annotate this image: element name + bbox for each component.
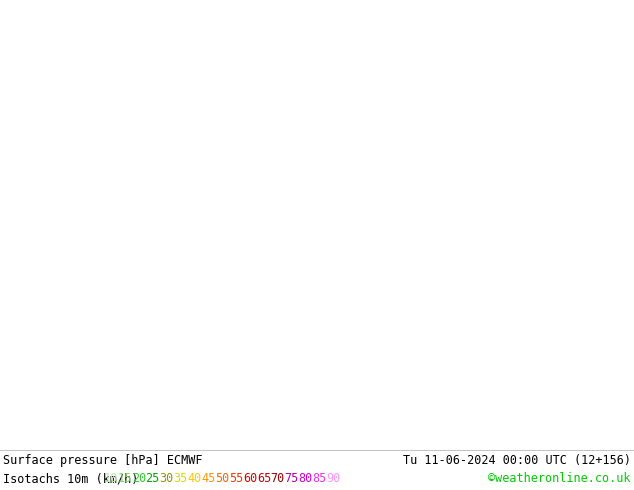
Text: 85: 85 — [313, 472, 327, 486]
Text: 10: 10 — [104, 472, 118, 486]
Text: Isotachs 10m (km/h): Isotachs 10m (km/h) — [3, 472, 138, 486]
Text: 25: 25 — [146, 472, 160, 486]
Text: 60: 60 — [243, 472, 257, 486]
Text: 50: 50 — [215, 472, 230, 486]
Text: 70: 70 — [271, 472, 285, 486]
Text: 75: 75 — [285, 472, 299, 486]
Text: 45: 45 — [201, 472, 216, 486]
Text: 55: 55 — [229, 472, 243, 486]
Text: 65: 65 — [257, 472, 271, 486]
Text: 20: 20 — [132, 472, 146, 486]
Text: Tu 11-06-2024 00:00 UTC (12+156): Tu 11-06-2024 00:00 UTC (12+156) — [403, 454, 631, 467]
Text: Surface pressure [hPa] ECMWF: Surface pressure [hPa] ECMWF — [3, 454, 202, 467]
Text: 40: 40 — [187, 472, 202, 486]
Text: 15: 15 — [118, 472, 132, 486]
Text: 80: 80 — [299, 472, 313, 486]
Text: ©weatheronline.co.uk: ©weatheronline.co.uk — [489, 472, 631, 486]
Text: 30: 30 — [160, 472, 174, 486]
Text: 35: 35 — [173, 472, 188, 486]
Text: 90: 90 — [327, 472, 340, 486]
